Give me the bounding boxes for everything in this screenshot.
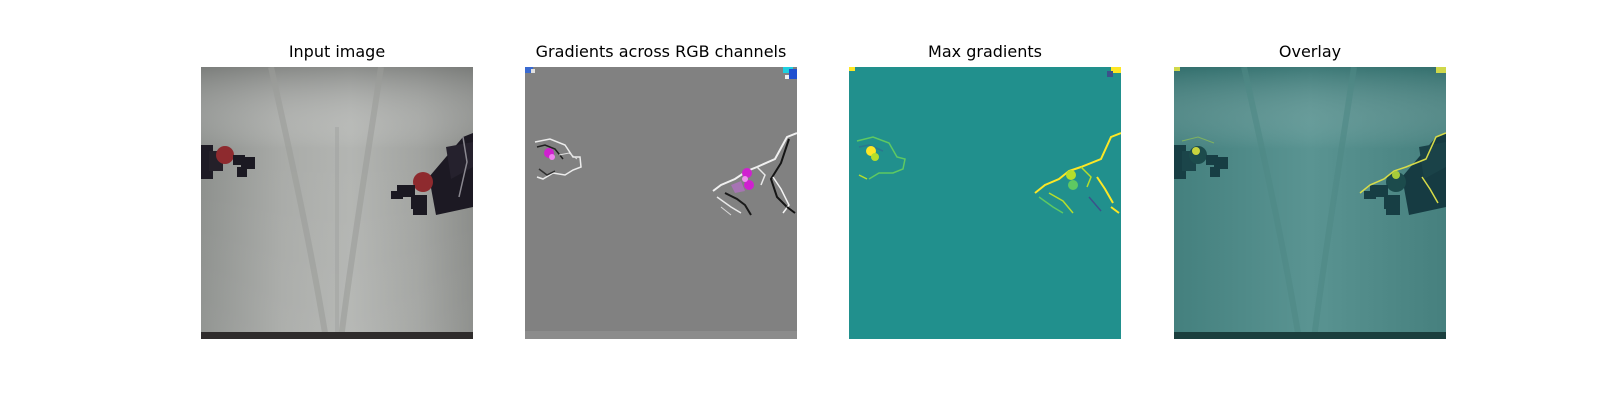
overlay-corner-noise [1174,67,1446,73]
max-gradients-image-canvas [849,67,1121,339]
left-arm-max [856,136,906,180]
max-corner-noise [849,67,1121,77]
right-red-ball [413,172,433,192]
left-robot-arm [201,145,255,179]
left-arm-gradient [534,138,582,180]
overlay-image-canvas [1174,67,1446,339]
panel-title: Max gradients [928,42,1042,61]
panel-max-gradients: Max gradients [849,0,1121,400]
floor-edge [201,332,473,339]
panel-title: Input image [288,42,386,61]
gradient-corner-noise [525,67,797,79]
right-arm-gradient [712,132,797,216]
left-arm-overlay [1174,136,1228,179]
panel-input-image: Input image [201,0,473,400]
max-gradients-image [849,67,1121,339]
right-robot-arm [391,133,473,215]
panel-title: Gradients across RGB channels [535,42,787,61]
right-arm-max [1034,132,1121,214]
left-red-ball [216,146,234,164]
right-arm-overlay [1359,132,1446,215]
gradients-image [525,67,797,339]
input-image-canvas [201,67,473,339]
panel-title: Overlay [1278,42,1342,61]
panel-gradients-rgb: Gradients across RGB channels [525,0,797,400]
overlay-image [1174,67,1446,339]
input-image [201,67,473,339]
panel-overlay: Overlay [1174,0,1446,400]
gradients-image-canvas [525,67,797,339]
